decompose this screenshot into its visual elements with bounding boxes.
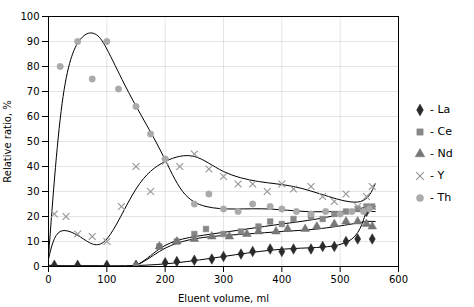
svg-text:300: 300 xyxy=(214,273,233,284)
svg-text:40: 40 xyxy=(27,160,40,171)
svg-text:100: 100 xyxy=(97,273,116,284)
html-text:- Th: - Th xyxy=(430,191,452,204)
svg-text:70: 70 xyxy=(27,85,40,96)
svg-text:60: 60 xyxy=(27,110,40,121)
svg-text:400: 400 xyxy=(272,273,291,284)
svg-text:Relative ratio, %: Relative ratio, % xyxy=(2,100,13,182)
html-text:- Y: - Y xyxy=(430,169,445,182)
svg-text:0: 0 xyxy=(45,273,51,284)
svg-text:100: 100 xyxy=(20,10,39,21)
svg-text:Eluent volume, ml: Eluent volume, ml xyxy=(178,292,269,303)
svg-text:500: 500 xyxy=(331,273,350,284)
svg-text:80: 80 xyxy=(27,60,40,71)
html-text:- Ce: - Ce xyxy=(430,125,452,138)
html-text:- Nd: - Nd xyxy=(430,147,453,160)
svg-text:50: 50 xyxy=(27,135,40,146)
svg-text:30: 30 xyxy=(27,185,40,196)
svg-text:0: 0 xyxy=(33,260,39,271)
svg-text:600: 600 xyxy=(389,273,408,284)
html-text:- La: - La xyxy=(430,103,451,116)
svg-text:200: 200 xyxy=(156,273,175,284)
svg-text:10: 10 xyxy=(27,235,40,246)
svg-text:20: 20 xyxy=(27,210,40,221)
svg-text:90: 90 xyxy=(27,35,40,46)
